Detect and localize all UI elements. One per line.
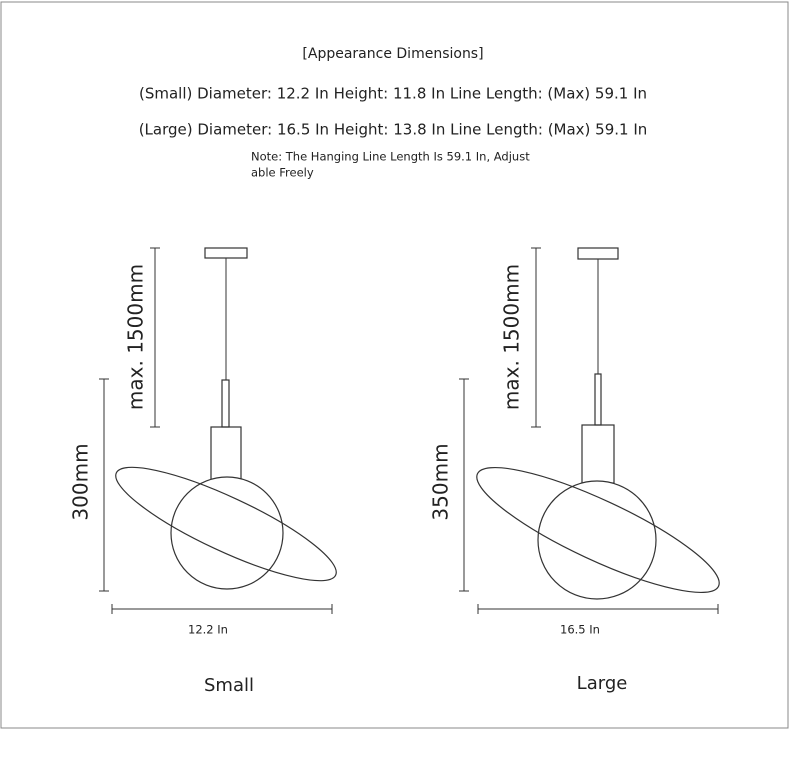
line-length-label: max. 1500mm <box>124 264 148 410</box>
diameter-label: 12.2 In <box>188 623 228 637</box>
note: Note: The Hanging Line Length Is 59.1 In… <box>251 150 530 164</box>
frame <box>0 1 789 729</box>
height-label: 350mm <box>429 443 453 520</box>
lamp-name: Small <box>204 675 254 696</box>
height-label: 300mm <box>69 443 93 520</box>
lamp-name: Large <box>577 673 628 694</box>
diameter-label: 16.5 In <box>560 623 600 637</box>
large-lamp <box>459 247 720 614</box>
title: [Appearance Dimensions] <box>302 46 483 62</box>
note: able Freely <box>251 166 314 180</box>
spec-line: (Large) Diameter: 16.5 In Height: 13.8 I… <box>139 121 648 139</box>
small-lamp <box>99 247 337 614</box>
spec-line: (Small) Diameter: 12.2 In Height: 11.8 I… <box>139 85 647 103</box>
line-length-label: max. 1500mm <box>500 264 524 410</box>
